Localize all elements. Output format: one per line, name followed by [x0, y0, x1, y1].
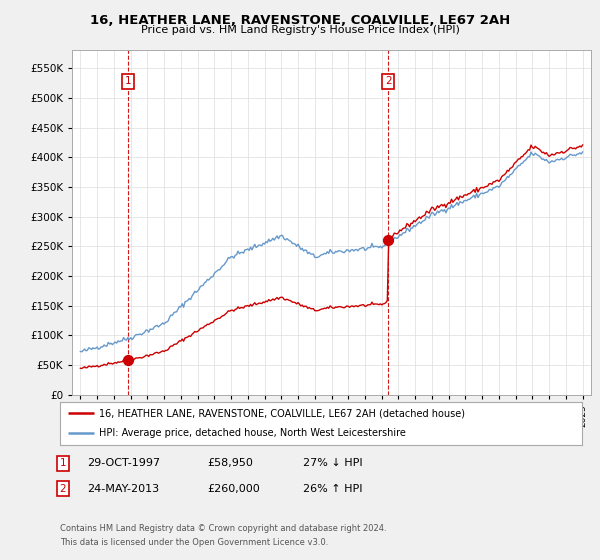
- Text: 2: 2: [385, 76, 391, 86]
- Text: 24-MAY-2013: 24-MAY-2013: [87, 484, 159, 494]
- Text: 1: 1: [59, 458, 67, 468]
- Point: [123, 355, 133, 364]
- Text: This data is licensed under the Open Government Licence v3.0.: This data is licensed under the Open Gov…: [60, 538, 328, 547]
- Text: 16, HEATHER LANE, RAVENSTONE, COALVILLE, LE67 2AH: 16, HEATHER LANE, RAVENSTONE, COALVILLE,…: [90, 14, 510, 27]
- Text: 29-OCT-1997: 29-OCT-1997: [87, 458, 160, 468]
- Point: [383, 236, 393, 245]
- Text: Price paid vs. HM Land Registry's House Price Index (HPI): Price paid vs. HM Land Registry's House …: [140, 25, 460, 35]
- Text: 2: 2: [59, 484, 67, 494]
- Text: 27% ↓ HPI: 27% ↓ HPI: [303, 458, 362, 468]
- Text: 26% ↑ HPI: 26% ↑ HPI: [303, 484, 362, 494]
- Text: £58,950: £58,950: [207, 458, 253, 468]
- Text: HPI: Average price, detached house, North West Leicestershire: HPI: Average price, detached house, Nort…: [99, 428, 406, 438]
- Text: 1: 1: [124, 76, 131, 86]
- Text: Contains HM Land Registry data © Crown copyright and database right 2024.: Contains HM Land Registry data © Crown c…: [60, 524, 386, 533]
- Text: £260,000: £260,000: [207, 484, 260, 494]
- Text: 16, HEATHER LANE, RAVENSTONE, COALVILLE, LE67 2AH (detached house): 16, HEATHER LANE, RAVENSTONE, COALVILLE,…: [99, 408, 465, 418]
